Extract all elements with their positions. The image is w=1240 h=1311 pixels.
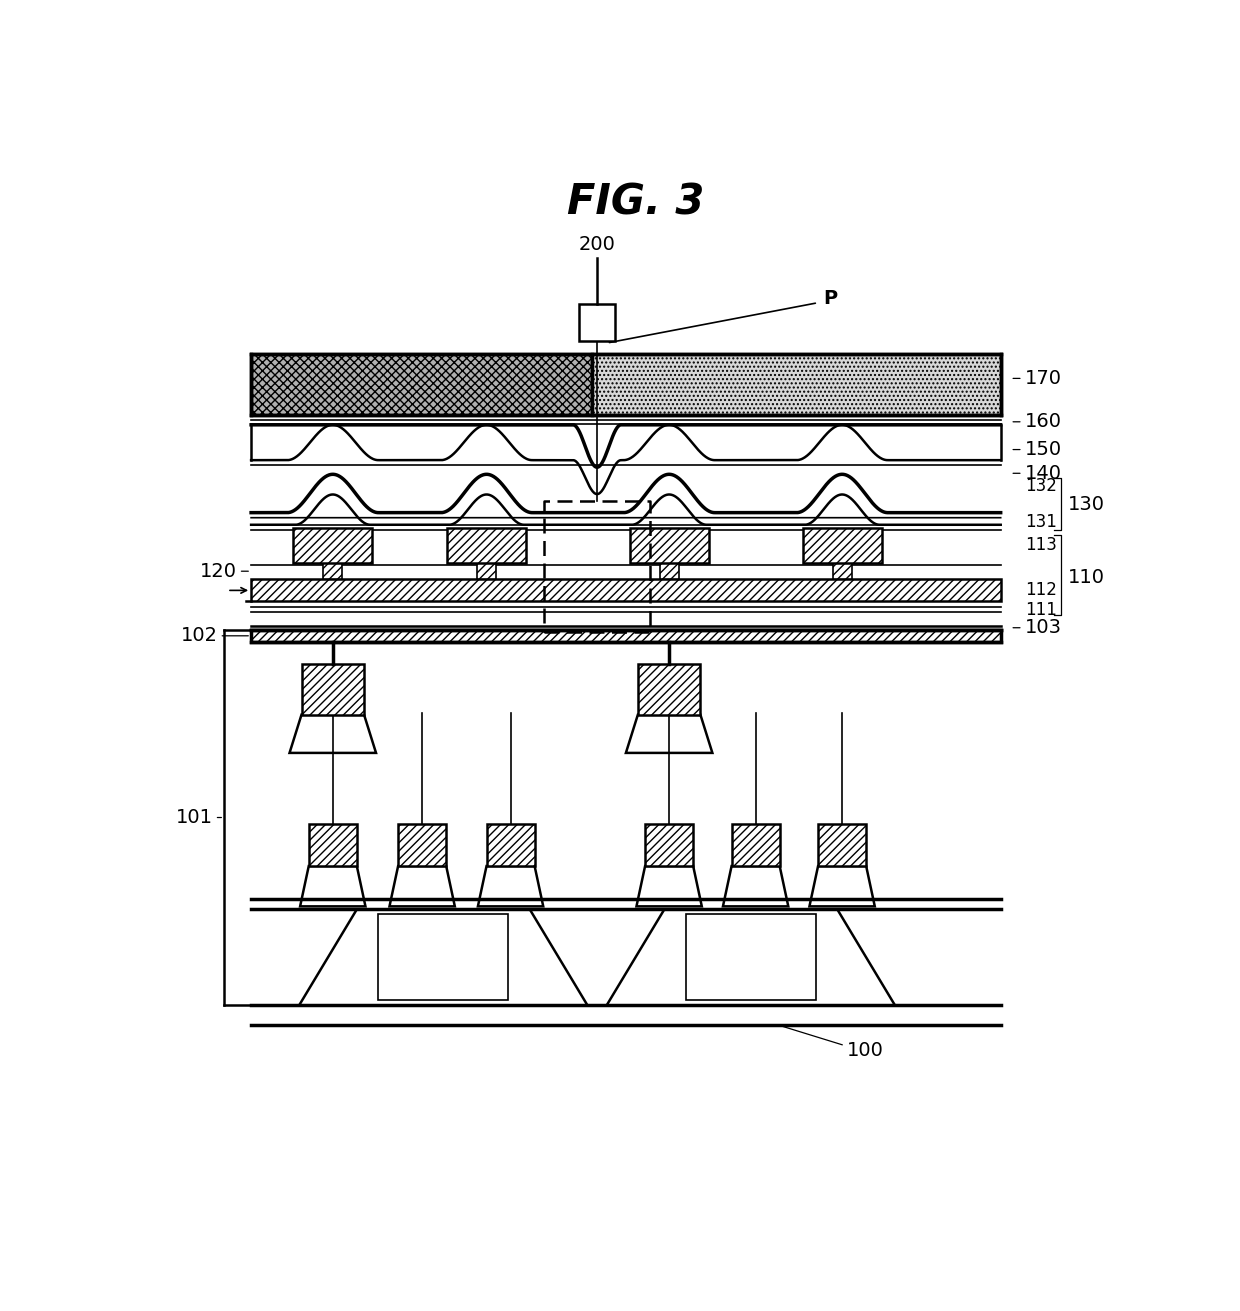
Bar [732,823,780,867]
Text: 120: 120 [200,561,237,581]
Polygon shape [636,867,702,906]
Text: 140: 140 [1024,464,1061,482]
Text: 102: 102 [181,627,217,645]
Text: 113: 113 [1024,536,1056,555]
Polygon shape [723,867,789,906]
Polygon shape [290,714,376,753]
Bar [250,629,1001,642]
Bar [593,354,1001,414]
Bar [250,579,1001,602]
Polygon shape [686,915,816,1000]
Polygon shape [378,915,508,1000]
Bar [448,528,526,564]
Bar [250,354,593,414]
Bar [309,823,357,867]
Text: 150: 150 [1024,440,1061,459]
Bar [832,564,852,579]
Text: 103: 103 [1024,619,1061,637]
Bar [324,564,342,579]
Text: 170: 170 [1024,368,1061,388]
Text: P: P [823,290,837,308]
Polygon shape [606,910,895,1006]
Bar [294,528,372,564]
Polygon shape [299,910,588,1006]
Polygon shape [810,867,874,906]
Bar [802,528,882,564]
Bar [301,665,365,714]
Bar [637,665,701,714]
Text: 130: 130 [1068,496,1105,514]
Bar [486,823,534,867]
Text: 160: 160 [1024,412,1061,431]
Bar [477,564,496,579]
Bar [398,823,446,867]
Text: FIG. 3: FIG. 3 [567,182,704,224]
Bar [660,564,678,579]
Text: 111: 111 [1024,600,1056,619]
Text: 131: 131 [1024,513,1056,531]
Text: 112: 112 [1024,581,1056,599]
Polygon shape [477,867,543,906]
Text: 110: 110 [1068,568,1105,587]
Text: 200: 200 [579,235,615,254]
Bar [579,304,615,341]
Polygon shape [626,714,713,753]
Bar [645,823,693,867]
Polygon shape [300,867,366,906]
Text: 101: 101 [176,808,213,827]
Polygon shape [389,867,455,906]
Text: 132: 132 [1024,477,1056,494]
Bar [630,528,708,564]
Text: 100: 100 [847,1041,884,1061]
Bar [818,823,866,867]
